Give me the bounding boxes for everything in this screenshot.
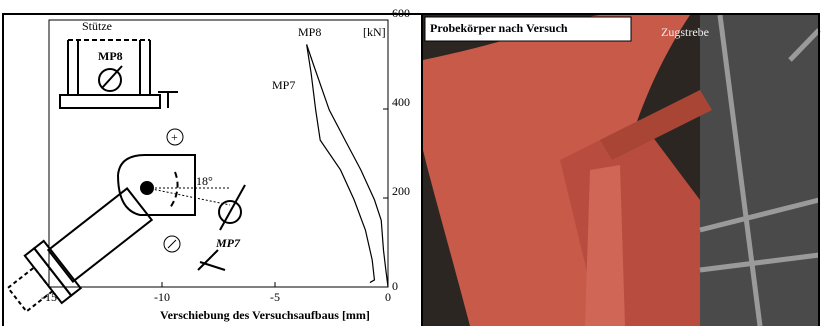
annotation: MP8 [98, 49, 123, 63]
x-tick-label: -15 [41, 290, 57, 304]
photo: Probekörper nach Versuch Zugstrebe [423, 14, 821, 326]
x-axis-title: Verschiebung des Versuchsaufbaus [mm] [160, 308, 370, 322]
y-tick-label: 200 [392, 184, 410, 198]
series-label: MP8 [298, 25, 321, 39]
series-label: MP7 [272, 78, 295, 92]
annotation: MP7 [215, 236, 241, 250]
x-tick-label: -10 [154, 290, 170, 304]
y-tick-label: 0 [392, 279, 398, 293]
annotation: 18° [196, 174, 213, 188]
frame [2, 13, 820, 326]
line-series [306, 44, 389, 288]
photo-label: Zugstrebe [661, 25, 709, 39]
photo-title: Probekörper nach Versuch [430, 21, 568, 35]
x-tick-label: -5 [270, 290, 280, 304]
line-series [306, 44, 376, 284]
y-tick-label: 600 [392, 6, 410, 20]
svg-text:+: + [171, 130, 178, 144]
test-setup-diagram: + [6, 39, 246, 313]
x-tick-label: 0 [385, 290, 391, 304]
y-tick-label: 400 [392, 95, 410, 109]
plot-area [48, 19, 389, 288]
y-unit: [kN] [363, 25, 386, 39]
annotation: Stütze [82, 19, 112, 33]
